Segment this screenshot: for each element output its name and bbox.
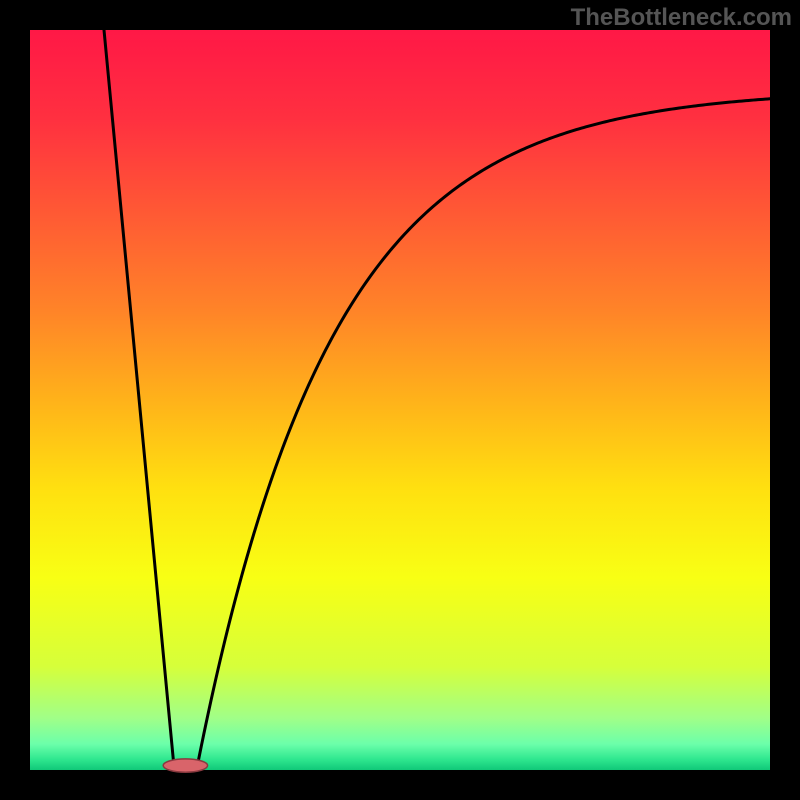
chart-svg bbox=[0, 0, 800, 800]
chart-canvas: TheBottleneck.com bbox=[0, 0, 800, 800]
watermark-text: TheBottleneck.com bbox=[571, 4, 792, 32]
